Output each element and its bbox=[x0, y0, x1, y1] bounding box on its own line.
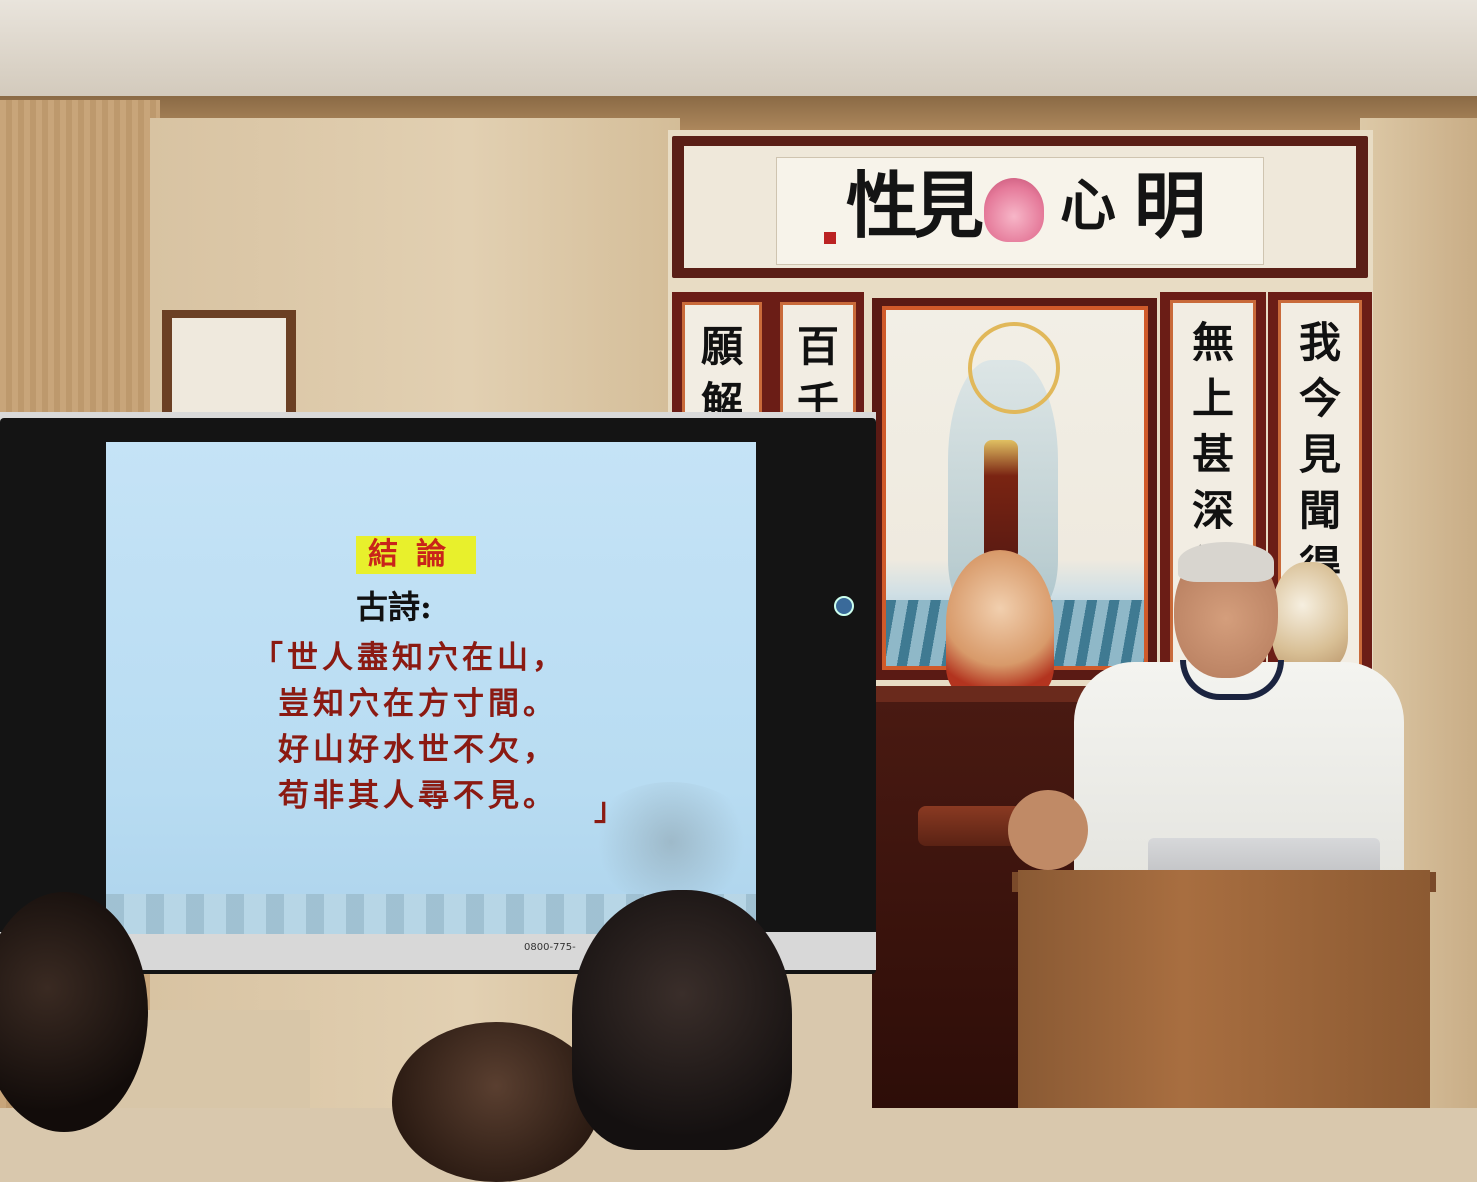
slide-subheading: 古詩: bbox=[356, 588, 432, 626]
guanyin-halo bbox=[968, 322, 1060, 414]
dragon-illustration bbox=[586, 782, 756, 902]
scroll-paper-2: 百 千 bbox=[780, 302, 856, 427]
crystal-ornament bbox=[1272, 562, 1348, 670]
plaque-char-4: 心 bbox=[1060, 173, 1116, 239]
speaker-hand bbox=[1008, 790, 1088, 870]
plaque-char-2: 見 bbox=[912, 163, 985, 248]
slide-heading: 結論 bbox=[356, 536, 476, 574]
scroll-4-char-4: 聞 bbox=[1298, 486, 1341, 535]
user-icon[interactable] bbox=[834, 596, 854, 616]
scroll-4-char-2: 今 bbox=[1298, 374, 1341, 423]
scroll-3-char-2: 上 bbox=[1191, 374, 1234, 423]
scroll-2-char-1: 百 bbox=[796, 322, 839, 371]
poem-line-3: 好山好水世不欠， bbox=[278, 732, 558, 768]
wooden-podium bbox=[1018, 870, 1430, 1108]
scroll-4-char-1: 我 bbox=[1298, 318, 1341, 367]
tv-phone-label: 0800-775- bbox=[524, 942, 576, 953]
poem-line-1: 「世人盡知穴在山， bbox=[252, 640, 567, 676]
scroll-3-char-3: 甚 bbox=[1191, 430, 1234, 479]
scroll-1-char-1: 願 bbox=[700, 322, 743, 371]
red-seal bbox=[824, 232, 836, 244]
audience-head-right bbox=[572, 890, 792, 1150]
scroll-4-char-3: 見 bbox=[1298, 430, 1341, 479]
scroll-3-char-4: 深 bbox=[1191, 486, 1234, 535]
audience-head-center bbox=[392, 1022, 600, 1182]
speaker-hair bbox=[1178, 542, 1274, 582]
lotus-painting bbox=[984, 178, 1044, 242]
altar-lamp bbox=[984, 440, 1018, 560]
ceiling bbox=[0, 0, 1477, 100]
scroll-paper-1: 願 解 bbox=[682, 302, 762, 427]
plaque-char-1: 性 bbox=[846, 163, 919, 248]
framed-painting-canvas bbox=[172, 318, 286, 412]
poem-line-2: 豈知穴在方寸間。 bbox=[278, 686, 558, 722]
scroll-3-char-1: 無 bbox=[1191, 318, 1234, 367]
audience-head-left bbox=[0, 892, 148, 1132]
plaque-char-3: 明 bbox=[1134, 163, 1207, 248]
presentation-slide: 結論 古詩: 「世人盡知穴在山， 豈知穴在方寸間。 好山好水世不欠， 苟非其人尋… bbox=[106, 442, 756, 934]
maitreya-statue bbox=[946, 550, 1054, 696]
poem-line-4: 苟非其人尋不見。 bbox=[278, 778, 558, 814]
